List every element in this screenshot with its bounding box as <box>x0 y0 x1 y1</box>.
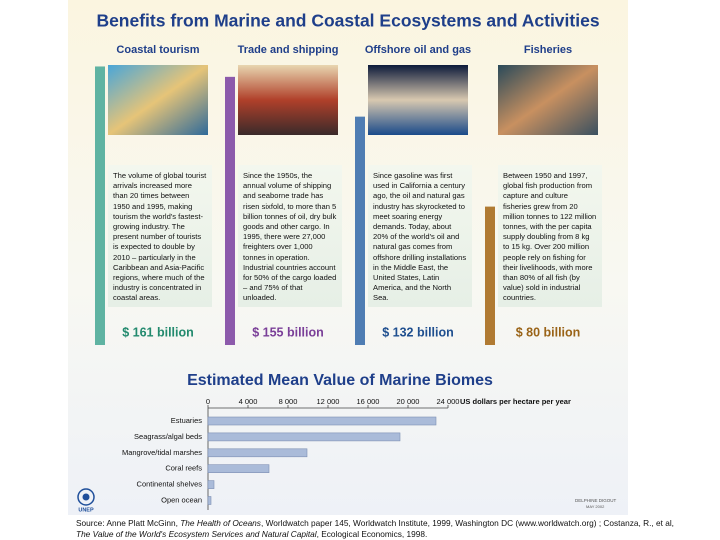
value-label: $ 161 billion <box>122 325 194 339</box>
source-text: , Ecological Economics, 1998. <box>317 529 428 539</box>
photo <box>368 65 468 135</box>
photo <box>108 65 208 135</box>
text-box <box>238 165 342 307</box>
value-label: $ 80 billion <box>516 325 581 339</box>
page-title: Benefits from Marine and Coastal Ecosyst… <box>96 11 599 31</box>
value-label: $ 132 billion <box>382 325 454 339</box>
source-text: Source: Anne Platt McGinn, <box>76 518 180 528</box>
y-tick-label: Estuaries <box>171 416 203 425</box>
source-title: The Health of Oceans <box>180 518 261 528</box>
x-tick-label: 4 000 <box>239 397 258 406</box>
credit-date: MAY 2002 <box>586 504 605 509</box>
source-line: Source: Anne Platt McGinn, The Health of… <box>76 518 674 528</box>
logo-text: UNEP <box>78 507 94 513</box>
x-tick-label: 8 000 <box>279 397 298 406</box>
photo <box>498 65 598 135</box>
y-tick-label: Seagrass/algal beds <box>134 432 202 441</box>
y-tick-label: Open ocean <box>161 495 202 504</box>
bar <box>207 416 437 426</box>
text-box-content: Since gasoline was first used in Califor… <box>373 171 467 303</box>
panel-heading: Trade and shipping <box>238 44 339 56</box>
y-tick-label: Mangrove/tidal marshes <box>122 448 202 457</box>
bar <box>207 480 215 489</box>
credit-author: DELPHINE DIGOUT <box>575 498 617 503</box>
x-tick-label: 16 000 <box>357 397 380 406</box>
panel-text: Since the 1950s, the annual volume of sh… <box>243 171 337 303</box>
unep-logo: UNEP <box>77 488 95 513</box>
panel-text: Between 1950 and 1997, global fish produ… <box>503 171 597 303</box>
text-box <box>108 165 212 307</box>
photo <box>238 65 338 135</box>
bar <box>207 432 401 442</box>
text-box <box>368 165 472 307</box>
bar <box>207 448 308 458</box>
panel-heading: Coastal tourism <box>116 44 199 56</box>
x-tick-label: 20 000 <box>397 397 420 406</box>
text-box <box>498 165 602 307</box>
text-box-content: Between 1950 and 1997, global fish produ… <box>503 171 597 303</box>
bar <box>207 496 212 505</box>
x-tick-label: 12 000 <box>317 397 340 406</box>
panel-text: The volume of global tourist arrivals in… <box>113 171 207 303</box>
x-axis-label: US dollars per hectare per year <box>460 397 571 406</box>
panel-heading: Fisheries <box>524 44 572 56</box>
x-tick-label: 24 000 <box>437 397 460 406</box>
y-tick-label: Coral reefs <box>165 464 202 473</box>
x-tick-label: 0 <box>206 397 210 406</box>
text-box-content: The volume of global tourist arrivals in… <box>113 171 207 303</box>
value-bar <box>355 116 365 345</box>
panel-text: Since gasoline was first used in Califor… <box>373 171 467 303</box>
panel-heading: Offshore oil and gas <box>365 44 471 56</box>
source-text: , Worldwatch paper 145, Worldwatch Insti… <box>261 518 674 528</box>
text-box-content: Since the 1950s, the annual volume of sh… <box>243 171 337 303</box>
y-tick-label: Continental shelves <box>137 480 203 489</box>
source-title: The Value of the World's Ecosystem Servi… <box>76 529 318 539</box>
source-line: The Value of the World's Ecosystem Servi… <box>76 529 427 539</box>
value-bar <box>225 76 235 345</box>
bar <box>207 464 270 474</box>
value-bar <box>95 66 105 345</box>
chart-title: Estimated Mean Value of Marine Biomes <box>187 372 493 389</box>
value-label: $ 155 billion <box>252 325 324 339</box>
value-bar <box>485 206 495 345</box>
